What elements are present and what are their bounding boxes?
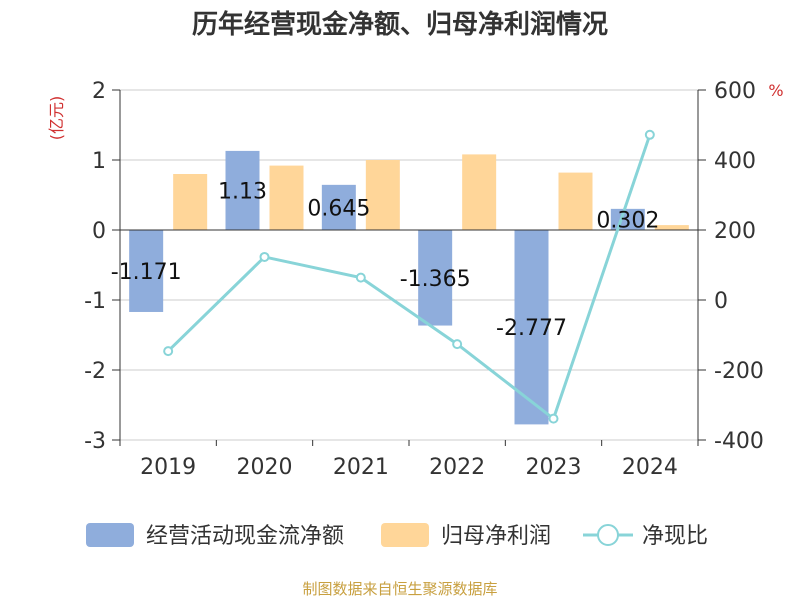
bar-net-profit — [654, 225, 689, 230]
x-tick-label: 2024 — [622, 455, 678, 480]
legend-label-cash-flow: 经营活动现金流净额 — [146, 524, 344, 549]
bar-cash-flow — [418, 230, 453, 326]
data-label: 0.645 — [307, 196, 370, 221]
left-tick-label: -3 — [84, 429, 106, 454]
right-axis-unit: % — [768, 81, 783, 100]
left-axis-unit: (亿元) — [47, 96, 66, 141]
left-tick-label: -1 — [84, 289, 106, 314]
data-label: 1.13 — [218, 179, 267, 204]
data-label: -1.171 — [111, 260, 182, 285]
point-ratio — [355, 272, 366, 283]
bar-net-profit — [558, 172, 593, 230]
left-tick-label: 1 — [92, 149, 106, 174]
bar-cash-flow — [129, 230, 164, 312]
left-tick-label: 0 — [92, 219, 106, 244]
x-tick-label: 2022 — [429, 455, 485, 480]
bar-net-profit — [173, 174, 208, 230]
left-tick-label: -2 — [84, 359, 106, 384]
point-ratio — [452, 339, 463, 350]
right-tick-label: 400 — [714, 149, 756, 174]
bar-cash-flow — [321, 184, 356, 230]
right-tick-label: 0 — [714, 289, 728, 314]
bar-net-profit — [269, 165, 304, 230]
legend-swatch-net-profit — [381, 523, 429, 547]
point-ratio — [548, 413, 559, 424]
bar-cash-flow — [225, 150, 260, 230]
legend-marker-ratio — [597, 524, 619, 546]
right-tick-label: 200 — [714, 219, 756, 244]
source-note: 制图数据来自恒生聚源数据库 — [302, 580, 498, 598]
data-label: -2.777 — [496, 316, 567, 341]
legend-swatch-cash-flow — [86, 523, 134, 547]
x-tick-label: 2019 — [140, 455, 196, 480]
right-tick-label: 600 — [714, 79, 756, 104]
bar-net-profit — [462, 154, 497, 230]
data-label: -1.365 — [400, 267, 471, 292]
legend-label-net-profit: 归母净利润 — [441, 524, 551, 549]
right-tick-label: -200 — [714, 359, 764, 384]
data-label: 0.302 — [596, 208, 659, 233]
point-ratio — [644, 129, 655, 140]
line-ratio — [167, 134, 652, 422]
bar-net-profit — [365, 160, 400, 230]
x-tick-label: 2023 — [526, 455, 582, 480]
right-tick-label: -400 — [714, 429, 764, 454]
legend-label-ratio: 净现比 — [642, 524, 708, 549]
left-tick-label: 2 — [92, 79, 106, 104]
chart-title: 历年经营现金净额、归母净利润情况 — [191, 10, 608, 40]
x-tick-label: 2021 — [333, 455, 389, 480]
point-ratio — [163, 346, 174, 357]
x-tick-label: 2020 — [237, 455, 293, 480]
point-ratio — [259, 251, 270, 262]
